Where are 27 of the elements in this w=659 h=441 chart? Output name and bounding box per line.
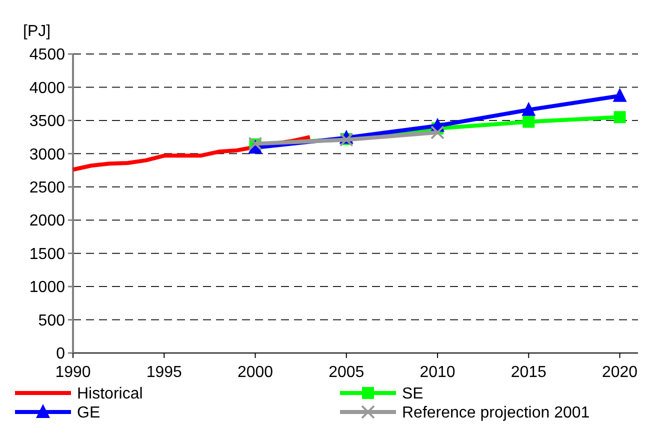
y-tick-label: 2500: [29, 179, 66, 196]
y-tick-label: 2000: [29, 212, 66, 230]
x-tick-label: 1990: [55, 364, 91, 381]
legend-label: SE: [402, 386, 424, 403]
y-tick-label: 4500: [29, 46, 66, 64]
legend-label: Reference projection 2001: [402, 404, 590, 422]
y-axis-title: [PJ]: [23, 23, 51, 40]
y-tick-label: 0: [56, 346, 66, 363]
y-tick-label: 3000: [29, 146, 66, 164]
y-tick-label: 3500: [29, 113, 66, 130]
x-tick-label: 2010: [420, 364, 456, 381]
y-tick-label: 1000: [29, 279, 66, 296]
y-tick-label: 500: [38, 312, 66, 330]
y-tick-label: 1500: [29, 246, 66, 263]
point: [522, 102, 536, 116]
point: [614, 111, 626, 124]
point: [612, 88, 627, 102]
x-tick-label: 2005: [328, 364, 364, 381]
y-tick-label: 4000: [29, 80, 66, 97]
point: [522, 116, 535, 128]
legend-label: GE: [77, 404, 100, 422]
x-tick-label: 1995: [146, 364, 182, 381]
x-tick-label: 2000: [237, 364, 274, 381]
point: [430, 125, 445, 140]
legend-label: Historical: [77, 386, 143, 403]
x-tick-label: 2020: [602, 364, 638, 381]
x-tick-label: 2015: [510, 364, 547, 381]
